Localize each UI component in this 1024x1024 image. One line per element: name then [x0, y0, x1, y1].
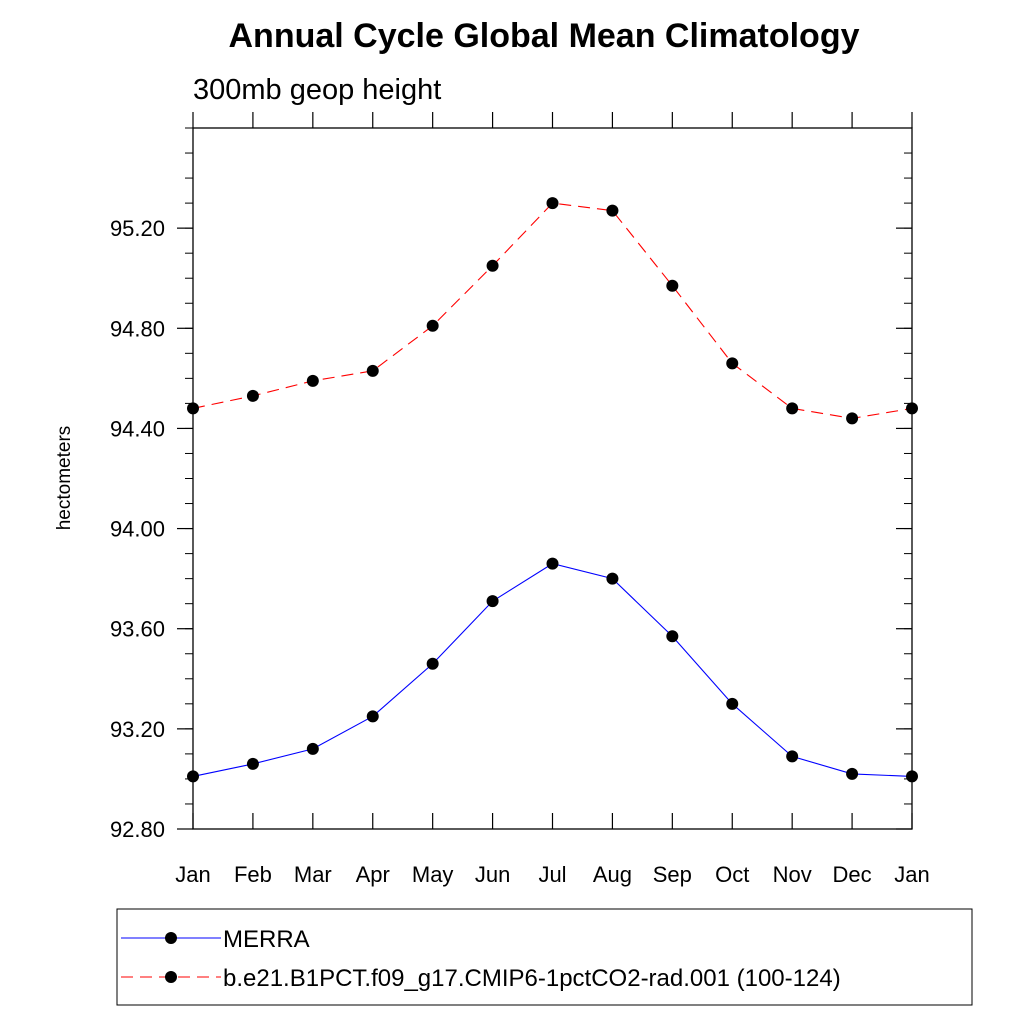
series-1-point [366, 710, 379, 723]
y-tick-label: 93.60 [110, 617, 165, 642]
series-line-2 [192, 202, 913, 419]
legend-label-1: MERRA [223, 926, 310, 953]
axis-ticks [177, 112, 913, 830]
series-2-point [546, 197, 559, 210]
series-1-point [846, 767, 859, 780]
series-1-point [246, 757, 259, 770]
legend-box [116, 908, 973, 1006]
y-tick-label: 94.80 [110, 316, 165, 341]
series-1-point [486, 595, 499, 608]
x-tick-label: Oct [715, 862, 749, 887]
x-tick-label: Dec [833, 862, 872, 887]
series-2-point [426, 319, 439, 332]
chart-subtitle: 300mb geop height [193, 74, 441, 106]
series-2-point [187, 402, 199, 415]
legend-marker-1 [165, 932, 177, 944]
x-tick-label: Apr [356, 862, 390, 887]
x-tick-label: Jan [894, 862, 929, 887]
x-tick-label: Feb [234, 862, 272, 887]
y-tick-label: 93.20 [110, 717, 165, 742]
x-tick-labels: Jan Feb Mar Apr May Jun Jul Aug Sep Oct Nov Dec Jan [175, 862, 929, 887]
series-2-point [486, 259, 499, 272]
series-2-point [606, 204, 619, 217]
series-1-point [786, 750, 799, 763]
y-tick-label: 95.20 [110, 216, 165, 241]
y-tick-label: 94.40 [110, 416, 165, 441]
x-tick-label: Nov [773, 862, 812, 887]
series-layer [187, 197, 918, 783]
x-tick-label: Jul [538, 862, 566, 887]
series-2-point [306, 374, 319, 387]
series-2-point [846, 412, 859, 425]
chart-title: Annual Cycle Global Mean Climatology [229, 17, 860, 55]
legend-label-2: b.e21.B1PCT.f09_g17.CMIP6-1pctCO2-rad.00… [223, 965, 841, 992]
series-line-1 [192, 563, 913, 777]
x-tick-label: Jun [475, 862, 510, 887]
series-1-point [906, 770, 918, 783]
series-2-point [726, 357, 739, 370]
y-tick-label: 94.00 [110, 517, 165, 542]
y-tick-labels: 92.80 93.20 93.60 94.00 94.40 94.80 95.20 [110, 216, 165, 842]
series-1-point [426, 657, 439, 670]
series-1-point [666, 630, 679, 643]
x-tick-label: Sep [653, 862, 692, 887]
series-1-point [726, 697, 739, 710]
legend: MERRA b.e21.B1PCT.f09_g17.CMIP6-1pctCO2-r… [121, 926, 841, 992]
series-1-point [546, 557, 559, 570]
series-1-point [606, 572, 619, 585]
y-tick-label: 92.80 [110, 817, 165, 842]
series-2-point [666, 279, 679, 292]
legend-marker-2 [165, 971, 177, 983]
series-2-point [906, 402, 918, 415]
series-1-point [306, 742, 319, 755]
series-2-point [366, 364, 379, 377]
x-tick-label: May [412, 862, 454, 887]
series-2-point [786, 402, 799, 415]
series-2-point [246, 389, 259, 402]
x-tick-label: Mar [294, 862, 332, 887]
x-tick-label: Aug [593, 862, 632, 887]
x-tick-label: Jan [175, 862, 210, 887]
plot-frame [192, 127, 913, 830]
y-axis-label: hectometers [54, 426, 75, 531]
series-1-point [187, 770, 199, 783]
